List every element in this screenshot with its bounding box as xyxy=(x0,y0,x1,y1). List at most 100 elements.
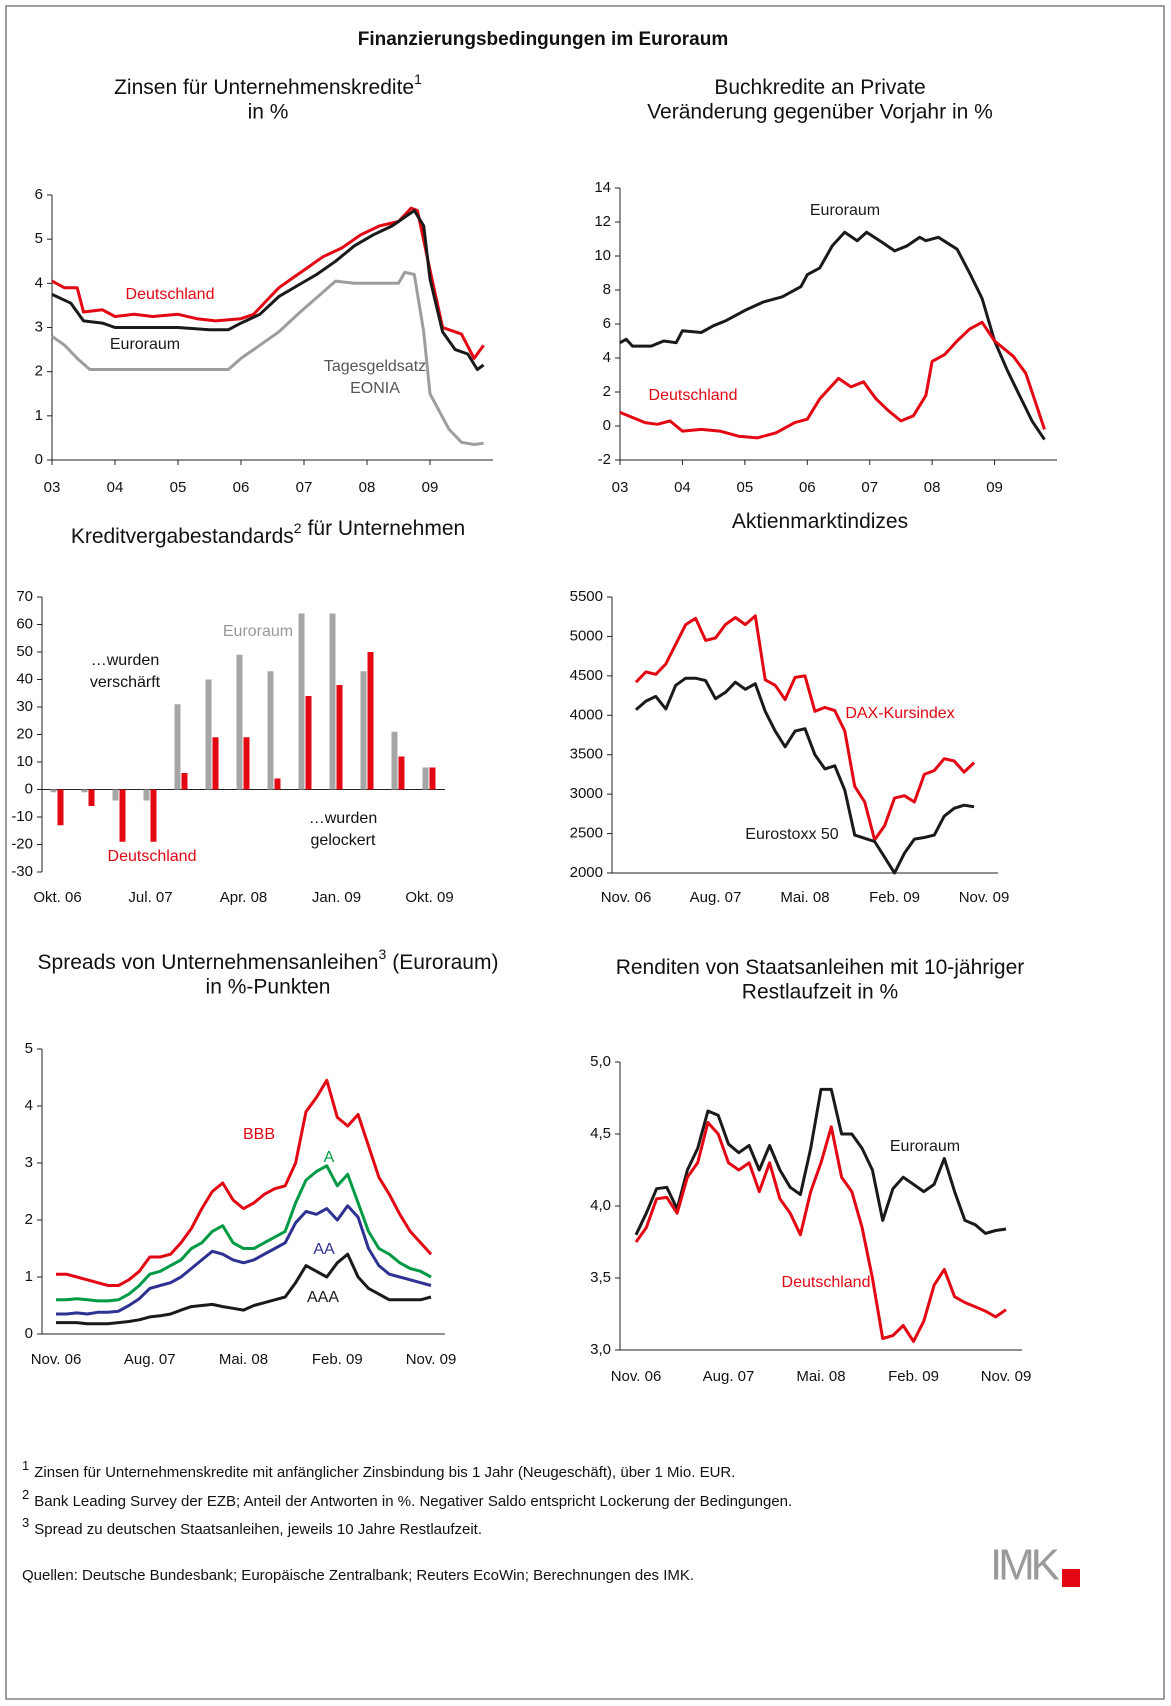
y-tick-label: 40 xyxy=(16,670,33,687)
x-tick-label: Nov. 06 xyxy=(611,1368,662,1385)
y-tick-label: 4500 xyxy=(570,667,603,684)
chart-title-text: (Euroraum) xyxy=(392,951,498,974)
x-tick-label: 07 xyxy=(296,479,313,496)
footnote-marker: 1 xyxy=(22,1458,29,1473)
bar xyxy=(150,789,157,842)
y-tick-label: 5 xyxy=(25,1040,33,1057)
y-tick-label: 70 xyxy=(16,588,33,605)
x-tick-label: 05 xyxy=(170,479,187,496)
chart-title: Kreditvergabestandards2 für Unternehmen xyxy=(71,517,465,548)
series-line xyxy=(619,230,1046,441)
y-tick-label: 0 xyxy=(25,780,33,797)
y-tick-label: 4,0 xyxy=(590,1197,611,1214)
y-tick-label: 5 xyxy=(35,230,43,247)
chart-subtitle: Veränderung gegenüber Vorjahr in % xyxy=(647,101,993,124)
y-tick-label: 2 xyxy=(25,1211,33,1228)
y-tick-label: 3,5 xyxy=(590,1269,611,1286)
x-tick-label: 08 xyxy=(924,479,941,496)
y-tick-label: 8 xyxy=(603,281,611,298)
bar xyxy=(329,613,336,790)
footnote-text: Zinsen für Unternehmenskredite mit anfän… xyxy=(34,1464,735,1481)
y-tick-label: 0 xyxy=(25,1325,33,1342)
series-line xyxy=(634,1087,1007,1236)
bar xyxy=(212,737,219,790)
y-tick-label: -20 xyxy=(11,835,33,852)
chart-subtitle: in % xyxy=(248,101,289,124)
y-tick-label: 2 xyxy=(603,383,611,400)
bar xyxy=(81,789,88,793)
series-line xyxy=(634,614,976,842)
y-tick-label: 3500 xyxy=(570,746,603,763)
x-tick-label: Feb. 09 xyxy=(312,1351,363,1368)
logo-text: IMK xyxy=(990,1541,1060,1590)
series-line xyxy=(619,320,1046,440)
bar xyxy=(429,767,436,790)
annotation: …wurden gelockert xyxy=(308,810,378,849)
y-tick-label: 1 xyxy=(25,1268,33,1285)
footnote-marker: 3 xyxy=(22,1515,29,1530)
x-tick-label: Okt. 06 xyxy=(33,889,81,906)
chart-title-text: Renditen von Staatsanleihen mit 10-jähri… xyxy=(616,956,1025,979)
series-label: Euroraum xyxy=(890,1138,960,1155)
series-line xyxy=(634,676,975,875)
footnote-ref: 3 xyxy=(378,946,386,962)
series-label: Tagesgeldsatz EONIA xyxy=(323,358,427,397)
series-line xyxy=(56,1204,432,1316)
chart-title-text: Aktienmarktindizes xyxy=(732,510,908,533)
y-tick-label: 6 xyxy=(603,315,611,332)
bar xyxy=(398,756,405,790)
chart-subtitle: in %-Punkten xyxy=(206,976,331,999)
bar xyxy=(422,767,429,790)
x-tick-label: Apr. 08 xyxy=(220,889,268,906)
bar xyxy=(236,654,243,790)
y-tick-label: -10 xyxy=(11,808,33,825)
y-tick-label: 6 xyxy=(35,186,43,203)
x-tick-label: Jul. 07 xyxy=(128,889,172,906)
bar xyxy=(243,737,250,790)
x-tick-label: 07 xyxy=(861,479,878,496)
x-tick-label: Nov. 09 xyxy=(959,889,1010,906)
footnote-marker: 2 xyxy=(22,1487,29,1502)
bar xyxy=(181,773,188,790)
chart-title-text: Kreditvergabestandards xyxy=(71,525,294,548)
y-tick-label: -2 xyxy=(598,451,611,468)
y-tick-label: 3,0 xyxy=(590,1341,611,1358)
y-tick-label: 5000 xyxy=(570,627,603,644)
y-tick-label: 14 xyxy=(594,179,611,196)
y-tick-label: 4 xyxy=(603,349,611,366)
y-tick-label: 4 xyxy=(35,274,43,291)
chart-title-text: Zinsen für Unternehmenskredite xyxy=(114,76,414,99)
x-tick-label: Nov. 09 xyxy=(981,1368,1032,1385)
series-line xyxy=(56,1164,432,1303)
chart-title: Buchkredite an Private xyxy=(714,76,925,99)
y-tick-label: -30 xyxy=(11,863,33,880)
y-tick-label: 30 xyxy=(16,698,33,715)
y-tick-label: 3 xyxy=(25,1154,33,1171)
series-label: Deutschland xyxy=(782,1274,871,1291)
x-tick-label: Mai. 08 xyxy=(780,889,829,906)
x-tick-label: Nov. 06 xyxy=(601,889,652,906)
series-label: DAX-Kursindex xyxy=(845,705,954,722)
frame xyxy=(5,5,1165,1700)
y-tick-label: 10 xyxy=(594,247,611,264)
y-tick-label: 20 xyxy=(16,725,33,742)
bar xyxy=(50,789,57,793)
y-tick-label: 0 xyxy=(603,417,611,434)
chart-title-text: Buchkredite an Private xyxy=(714,76,925,99)
x-tick-label: Nov. 06 xyxy=(31,1351,82,1368)
x-tick-label: 04 xyxy=(674,479,691,496)
y-tick-label: 60 xyxy=(16,615,33,632)
bar xyxy=(143,789,150,801)
y-tick-label: 4 xyxy=(25,1097,33,1114)
series-label: AAA xyxy=(307,1289,339,1306)
series-label: BBB xyxy=(243,1126,275,1143)
y-tick-label: 4,5 xyxy=(590,1125,611,1142)
x-tick-label: Feb. 09 xyxy=(869,889,920,906)
series-line xyxy=(51,270,484,446)
x-tick-label: 05 xyxy=(737,479,754,496)
series-label: Deutschland xyxy=(108,848,197,865)
bar xyxy=(119,789,126,842)
series-line xyxy=(634,1121,1007,1343)
y-tick-label: 10 xyxy=(16,753,33,770)
x-tick-label: 06 xyxy=(233,479,250,496)
